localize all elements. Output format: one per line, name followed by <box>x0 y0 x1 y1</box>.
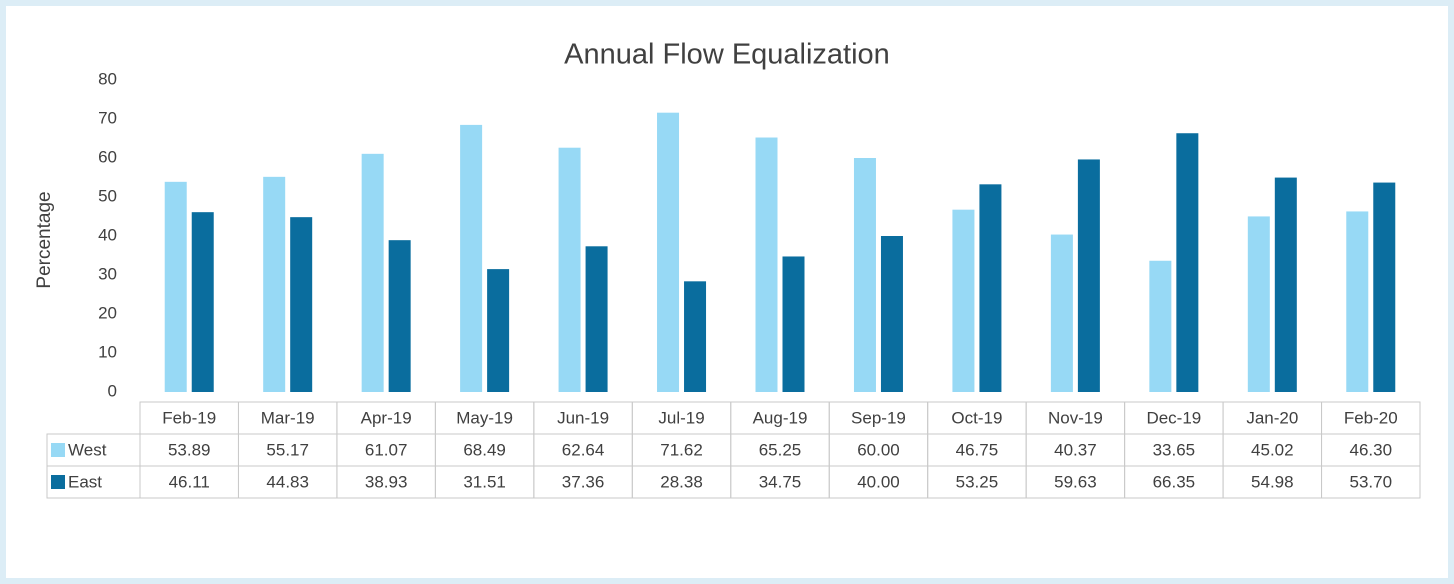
bar <box>755 137 778 392</box>
data-label: 46.75 <box>956 440 999 459</box>
bar <box>585 246 608 392</box>
y-tick-label: 80 <box>98 69 117 88</box>
data-label: 40.37 <box>1054 440 1097 459</box>
bar <box>1176 133 1199 393</box>
x-tick-label: Jul-19 <box>658 408 704 427</box>
data-label: 53.89 <box>168 440 211 459</box>
x-tick-label: May-19 <box>456 408 513 427</box>
x-tick-label: Jan-20 <box>1246 408 1298 427</box>
bar <box>1077 159 1100 392</box>
legend-swatch <box>51 443 65 457</box>
bar <box>853 158 876 392</box>
chart-title: Annual Flow Equalization <box>564 39 890 71</box>
data-label: 28.38 <box>660 472 703 491</box>
data-label: 71.62 <box>660 440 703 459</box>
legend-swatch <box>51 475 65 489</box>
bar <box>388 240 411 392</box>
x-tick-label: Jun-19 <box>557 408 609 427</box>
data-label: 46.30 <box>1349 440 1392 459</box>
x-tick-label: Feb-19 <box>162 408 216 427</box>
data-label: 66.35 <box>1153 472 1196 491</box>
y-tick-label: 70 <box>98 108 117 127</box>
bar <box>657 112 680 392</box>
y-tick-label: 60 <box>98 147 117 166</box>
bar <box>164 181 187 392</box>
bar <box>1149 260 1172 392</box>
bar <box>290 217 313 392</box>
bar <box>782 256 805 392</box>
x-tick-label: Oct-19 <box>951 408 1002 427</box>
x-tick-label: Sep-19 <box>851 408 906 427</box>
x-tick-label: Mar-19 <box>261 408 315 427</box>
x-tick-label: Feb-20 <box>1344 408 1398 427</box>
x-tick-label: Nov-19 <box>1048 408 1103 427</box>
data-label: 45.02 <box>1251 440 1294 459</box>
data-label: 53.70 <box>1349 472 1392 491</box>
x-tick-label: Dec-19 <box>1146 408 1201 427</box>
legend-label: West <box>68 440 107 459</box>
data-label: 53.25 <box>956 472 999 491</box>
data-label: 65.25 <box>759 440 802 459</box>
bar <box>952 209 975 392</box>
x-tick-label: Aug-19 <box>753 408 808 427</box>
data-label: 31.51 <box>463 472 506 491</box>
y-tick-label: 30 <box>98 264 117 283</box>
data-label: 34.75 <box>759 472 802 491</box>
data-label: 54.98 <box>1251 472 1294 491</box>
bar <box>1050 234 1073 392</box>
bar <box>460 124 483 392</box>
bar <box>1247 216 1270 392</box>
data-label: 61.07 <box>365 440 408 459</box>
data-label: 33.65 <box>1153 440 1196 459</box>
bar <box>1346 211 1369 392</box>
y-tick-label: 0 <box>108 381 117 400</box>
y-axis-label: Percentage <box>34 191 55 288</box>
data-label: 38.93 <box>365 472 408 491</box>
table-cell <box>1321 465 1421 499</box>
data-label: 37.36 <box>562 472 605 491</box>
data-label: 55.17 <box>266 440 309 459</box>
data-label: 46.11 <box>169 472 210 491</box>
data-label: 60.00 <box>857 440 900 459</box>
bar <box>191 212 214 392</box>
data-label: 59.63 <box>1054 472 1097 491</box>
bar <box>1274 177 1297 392</box>
bar <box>361 153 384 392</box>
data-label: 44.83 <box>266 472 309 491</box>
bar <box>1373 182 1396 392</box>
legend-label: East <box>68 472 102 491</box>
y-tick-label: 10 <box>98 342 117 361</box>
bar <box>487 269 510 392</box>
bar <box>880 236 903 392</box>
bar <box>979 184 1002 392</box>
y-tick-label: 50 <box>98 186 117 205</box>
y-tick-label: 20 <box>98 303 117 322</box>
data-label: 62.64 <box>562 440 605 459</box>
data-label: 40.00 <box>857 472 900 491</box>
bar <box>684 281 707 392</box>
bar <box>558 147 581 392</box>
table-cell <box>46 465 141 499</box>
bar <box>263 176 286 392</box>
data-label: 68.49 <box>463 440 506 459</box>
x-tick-label: Apr-19 <box>361 408 412 427</box>
y-tick-label: 40 <box>98 225 117 244</box>
